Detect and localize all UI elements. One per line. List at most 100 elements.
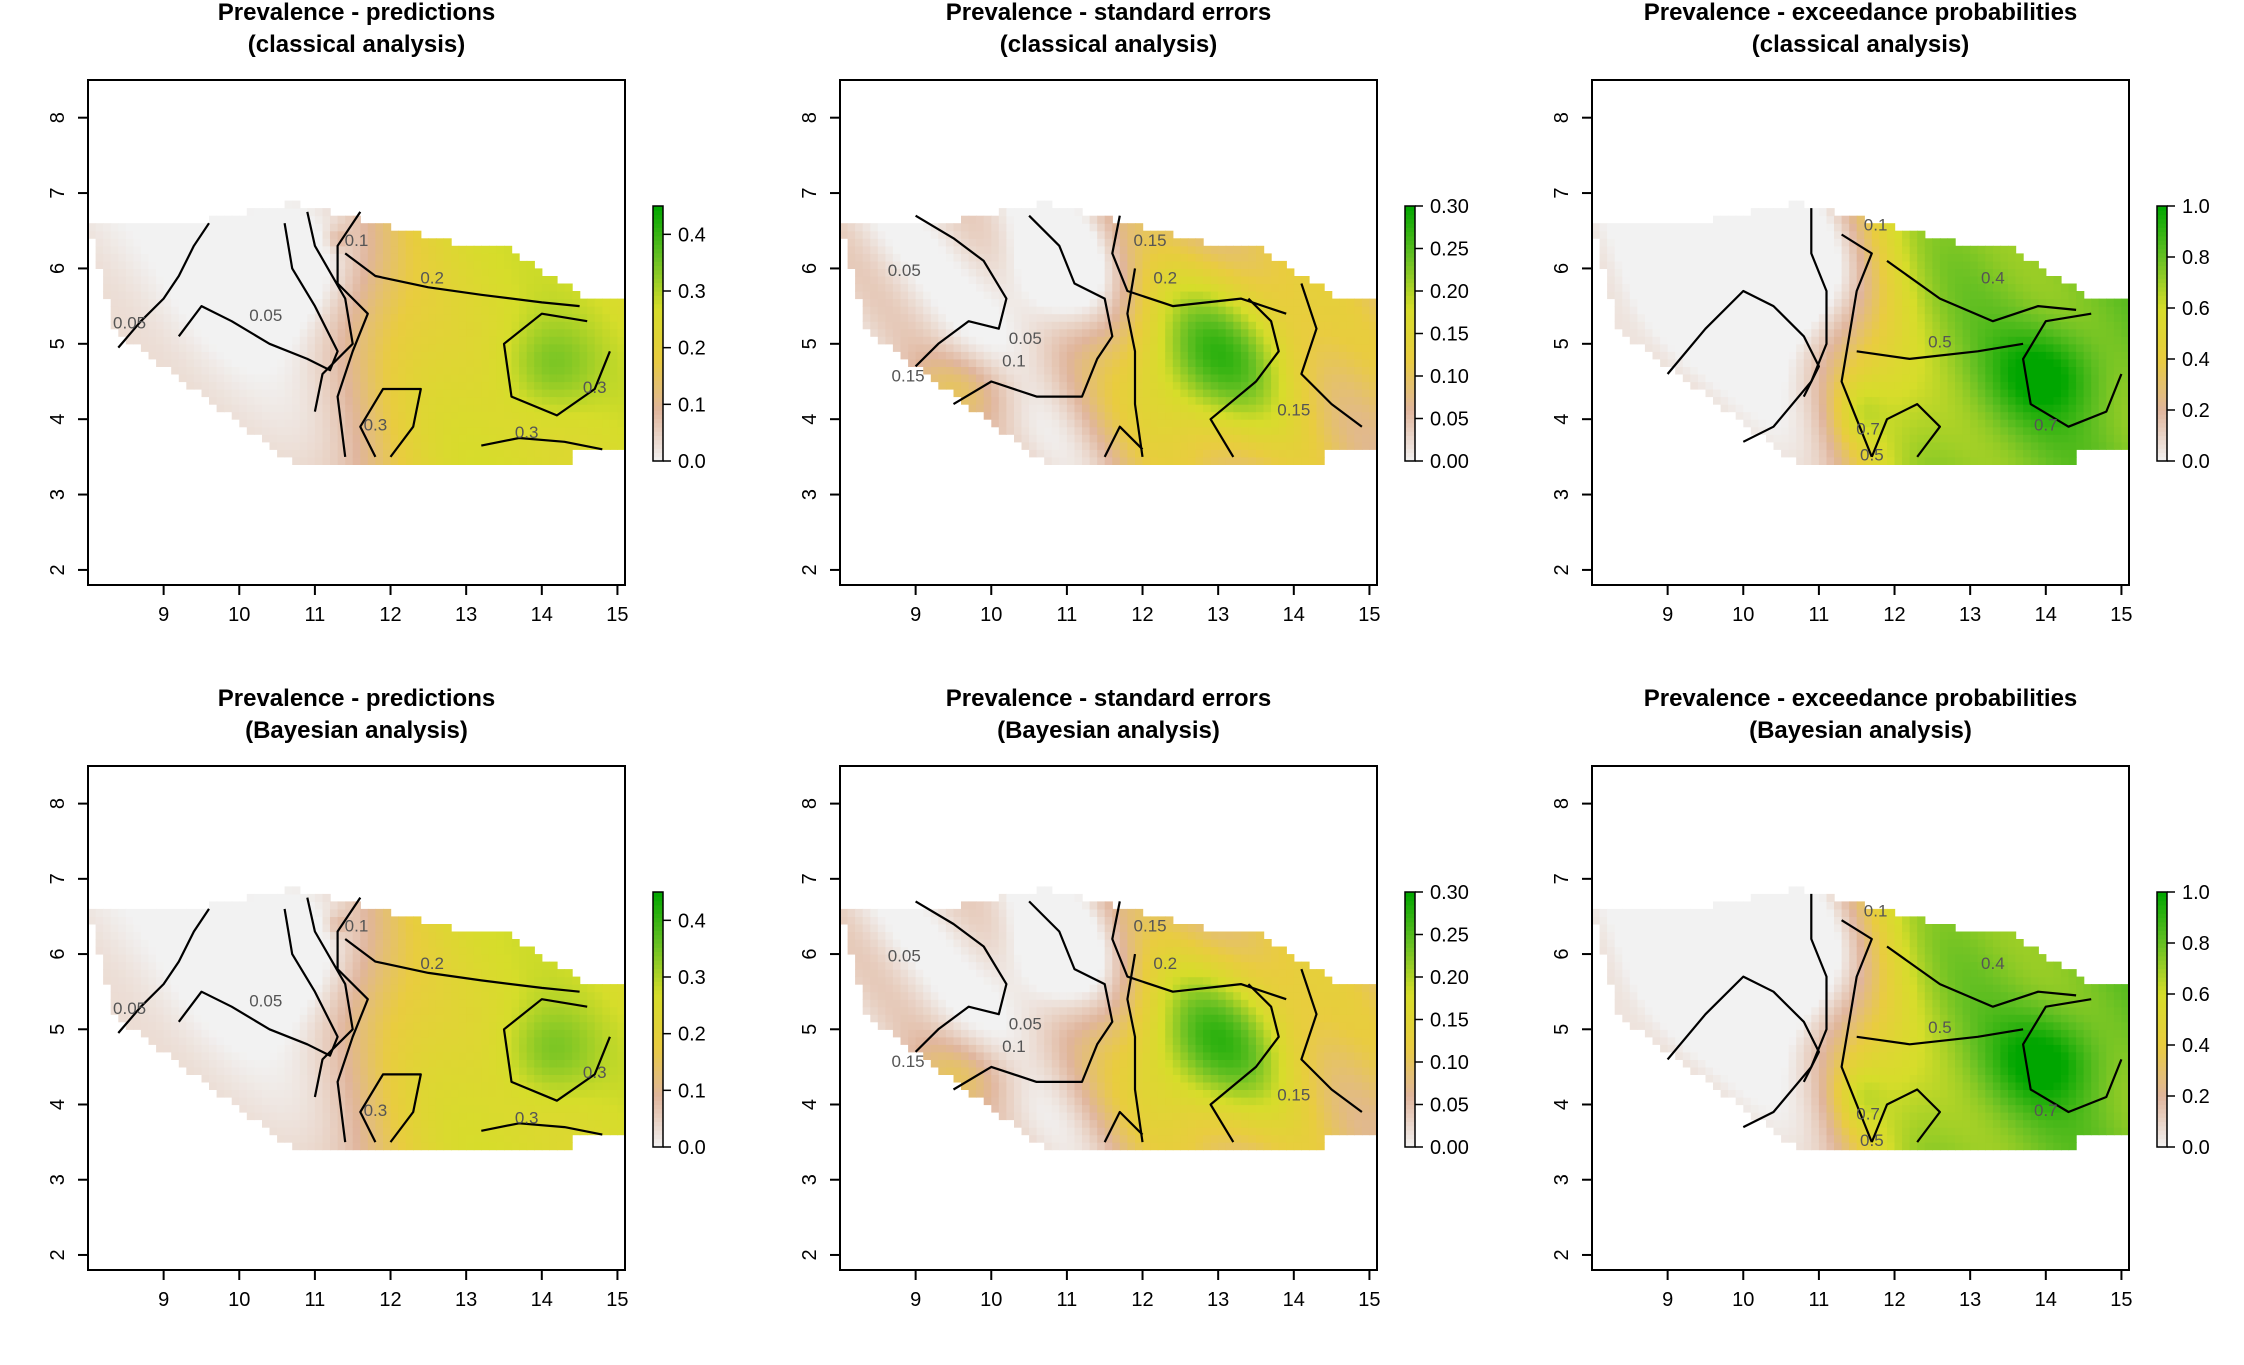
heatmap-cell — [1059, 441, 1068, 450]
heatmap-cell — [602, 374, 611, 383]
heatmap-cell — [1263, 328, 1272, 337]
heatmap-cell — [1826, 283, 1835, 292]
heatmap-cell — [262, 208, 271, 217]
heatmap-cell — [110, 313, 119, 322]
heatmap-cell — [1849, 343, 1858, 352]
heatmap-cell — [908, 253, 917, 262]
heatmap-cell — [1308, 389, 1318, 398]
heatmap-cell — [193, 358, 203, 367]
heatmap-cell — [1036, 253, 1045, 262]
heatmap-cell — [1036, 441, 1045, 450]
heatmap-cell — [1135, 449, 1144, 458]
heatmap-cell — [556, 381, 566, 390]
heatmap-cell — [1871, 313, 1880, 322]
heatmap-cell — [443, 381, 452, 390]
heatmap-cell — [1682, 343, 1691, 352]
heatmap-cell — [390, 343, 399, 352]
heatmap-cell — [458, 245, 467, 254]
heatmap-cell — [1014, 223, 1023, 232]
heatmap-cell — [1210, 321, 1219, 330]
heatmap-cell — [1074, 449, 1083, 458]
heatmap-cell — [855, 260, 864, 269]
heatmap-cell — [1644, 223, 1654, 232]
heatmap-cell — [1112, 298, 1121, 307]
heatmap-cell — [284, 215, 293, 224]
heatmap-cell — [201, 366, 210, 375]
heatmap-cell — [299, 238, 308, 247]
heatmap-cell — [1036, 366, 1045, 375]
heatmap-cell — [360, 419, 369, 428]
heatmap-cell — [1286, 404, 1295, 413]
heatmap-cell — [1629, 260, 1638, 269]
heatmap-cell — [1248, 351, 1257, 360]
heatmap-cell — [171, 268, 180, 277]
heatmap-cell — [1743, 223, 1752, 232]
heatmap-cell — [299, 389, 308, 398]
heatmap-cell — [1135, 260, 1144, 269]
heatmap-cell — [945, 306, 955, 315]
heatmap-cell — [1051, 419, 1060, 428]
heatmap-cell — [292, 404, 301, 413]
heatmap-cell — [1720, 374, 1729, 383]
heatmap-cell — [1119, 374, 1128, 383]
legend-segment — [1405, 435, 1415, 441]
heatmap-cell — [1195, 441, 1204, 450]
heatmap-cell — [1097, 449, 1106, 458]
heatmap-cell — [1887, 253, 1896, 262]
heatmap-cell — [915, 328, 924, 337]
heatmap-cell — [1021, 374, 1030, 383]
heatmap-cell — [1157, 396, 1166, 405]
heatmap-cell — [473, 404, 482, 413]
heatmap-cell — [496, 298, 505, 307]
heatmap-cell — [178, 238, 187, 247]
heatmap-cell — [541, 456, 550, 465]
heatmap-cell — [193, 238, 203, 247]
heatmap-cell — [1735, 321, 1744, 330]
heatmap-cell — [1614, 291, 1623, 300]
heatmap-cell — [148, 230, 157, 239]
heatmap-cell — [1902, 328, 1911, 337]
heatmap-cell — [900, 336, 909, 345]
heatmap-cell — [466, 291, 475, 300]
heatmap-cell — [269, 321, 278, 330]
heatmap-cell — [1240, 411, 1250, 420]
heatmap-cell — [908, 336, 917, 345]
heatmap-cell — [900, 351, 909, 360]
heatmap-cell — [1150, 238, 1159, 247]
heatmap-cell — [133, 298, 142, 307]
heatmap-cell — [1066, 238, 1076, 247]
heatmap-cell — [877, 260, 886, 269]
heatmap-cell — [1006, 291, 1015, 300]
legend-segment — [1405, 261, 1415, 267]
heatmap-cell — [1331, 411, 1340, 420]
heatmap-cell — [246, 253, 255, 262]
heatmap-cell — [877, 238, 886, 247]
heatmap-cell — [1864, 291, 1873, 300]
heatmap-cell — [1036, 238, 1045, 247]
heatmap-cell — [1127, 404, 1136, 413]
heatmap-cell — [991, 230, 1000, 239]
heatmap-cell — [1354, 381, 1363, 390]
heatmap-cell — [1728, 306, 1737, 315]
heatmap-cell — [1856, 396, 1865, 405]
heatmap-cell — [504, 306, 513, 315]
heatmap-cell — [908, 276, 917, 285]
heatmap-cell — [262, 374, 271, 383]
heatmap-cell — [617, 419, 626, 428]
heatmap-cell — [1127, 245, 1136, 254]
heatmap-cell — [1210, 351, 1219, 360]
heatmap-cell — [908, 283, 917, 292]
heatmap-cell — [186, 306, 195, 315]
heatmap-cell — [178, 336, 187, 345]
x-tick-label: 11 — [305, 604, 326, 626]
heatmap-cell — [519, 260, 528, 269]
heatmap-cell — [88, 230, 97, 239]
heatmap-cell — [360, 260, 369, 269]
heatmap-cell — [1864, 260, 1873, 269]
heatmap-cell — [405, 313, 414, 322]
heatmap-cell — [541, 441, 550, 450]
heatmap-cell — [1894, 283, 1903, 292]
heatmap-cell — [1097, 396, 1106, 405]
heatmap-cell — [307, 238, 316, 247]
heatmap-cell — [1728, 366, 1737, 375]
